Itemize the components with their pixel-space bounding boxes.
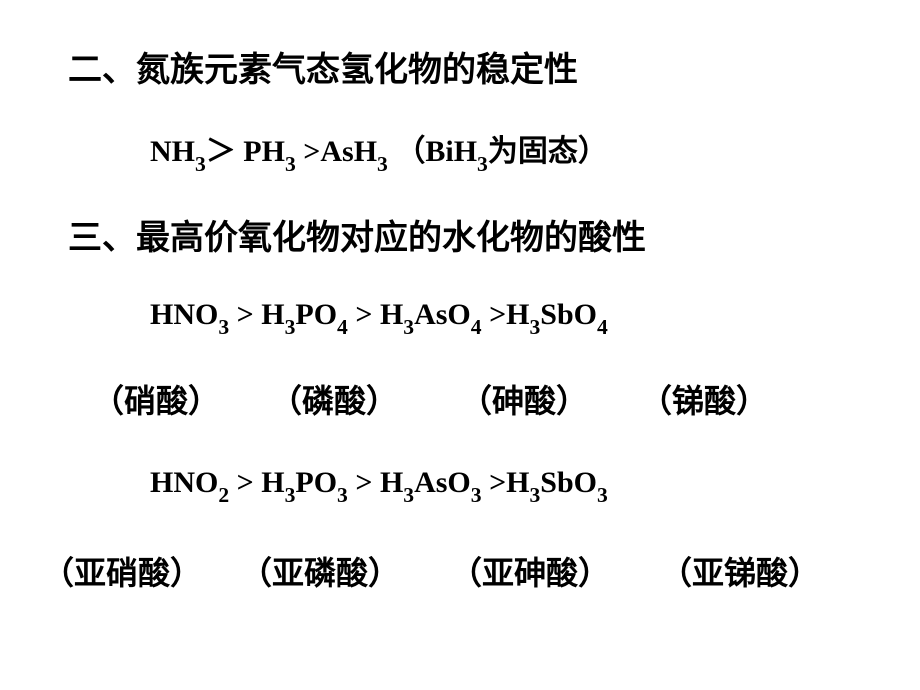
text-part: >H <box>482 466 530 499</box>
text-part: >H <box>482 298 530 331</box>
acid-name-arsenic: （砷酸） <box>460 376 588 422</box>
slide-page: 二、氮族元素气态氢化物的稳定性 NH3＞ PH3 >AsH3 （BiH3为固态）… <box>0 0 920 690</box>
acid-name-nitrous: （亚硝酸） <box>42 548 202 594</box>
acid-name-antimonic: （锑酸） <box>640 376 768 422</box>
subscript: 3 <box>195 152 206 176</box>
subscript: 3 <box>285 152 296 176</box>
text-part: > H <box>348 298 403 331</box>
text-part: 为固态） <box>488 135 608 168</box>
section3-low-acids: HNO2 > H3PO3 > H3AsO3 >H3SbO3 <box>150 466 608 505</box>
text-part: AsO <box>414 298 471 331</box>
subscript: 3 <box>285 315 296 339</box>
text-part: > H <box>229 298 284 331</box>
text-part: （BiH <box>388 135 477 168</box>
subscript: 3 <box>597 483 608 507</box>
text-part: HNO <box>150 298 218 331</box>
acid-name-antimonous: （亚锑酸） <box>660 548 820 594</box>
text-part: SbO <box>540 466 597 499</box>
section2-hydrides-stability: NH3＞ PH3 >AsH3 （BiH3为固态） <box>150 126 608 174</box>
subscript: 3 <box>403 315 414 339</box>
text-part: ＞ PH <box>206 135 285 168</box>
subscript: 2 <box>218 483 229 507</box>
text-part: PO <box>295 298 337 331</box>
subscript: 4 <box>597 315 608 339</box>
subscript: 3 <box>337 483 348 507</box>
subscript: 3 <box>530 483 541 507</box>
acid-name-nitric: （硝酸） <box>92 376 220 422</box>
subscript: 3 <box>285 483 296 507</box>
section2-heading: 二、氮族元素气态氢化物的稳定性 <box>68 42 578 91</box>
text-part: > H <box>348 466 403 499</box>
section3-heading: 三、最高价氧化物对应的水化物的酸性 <box>68 210 646 259</box>
subscript: 3 <box>218 315 229 339</box>
acid-name-phosphorous: （亚磷酸） <box>240 548 400 594</box>
subscript: 3 <box>530 315 541 339</box>
subscript: 3 <box>403 483 414 507</box>
text-part: NH <box>150 135 195 168</box>
subscript: 3 <box>377 152 388 176</box>
section3-high-acids: HNO3 > H3PO4 > H3AsO4 >H3SbO4 <box>150 298 608 337</box>
acid-name-phosphoric: （磷酸） <box>270 376 398 422</box>
text-part: SbO <box>540 298 597 331</box>
text-part: PO <box>295 466 337 499</box>
subscript: 3 <box>477 152 488 176</box>
subscript: 4 <box>337 315 348 339</box>
text-part: > H <box>229 466 284 499</box>
text-part: AsO <box>414 466 471 499</box>
subscript: 3 <box>471 483 482 507</box>
acid-name-arsenous: （亚砷酸） <box>450 548 610 594</box>
text-part: >AsH <box>296 135 377 168</box>
text-part: HNO <box>150 466 218 499</box>
subscript: 4 <box>471 315 482 339</box>
